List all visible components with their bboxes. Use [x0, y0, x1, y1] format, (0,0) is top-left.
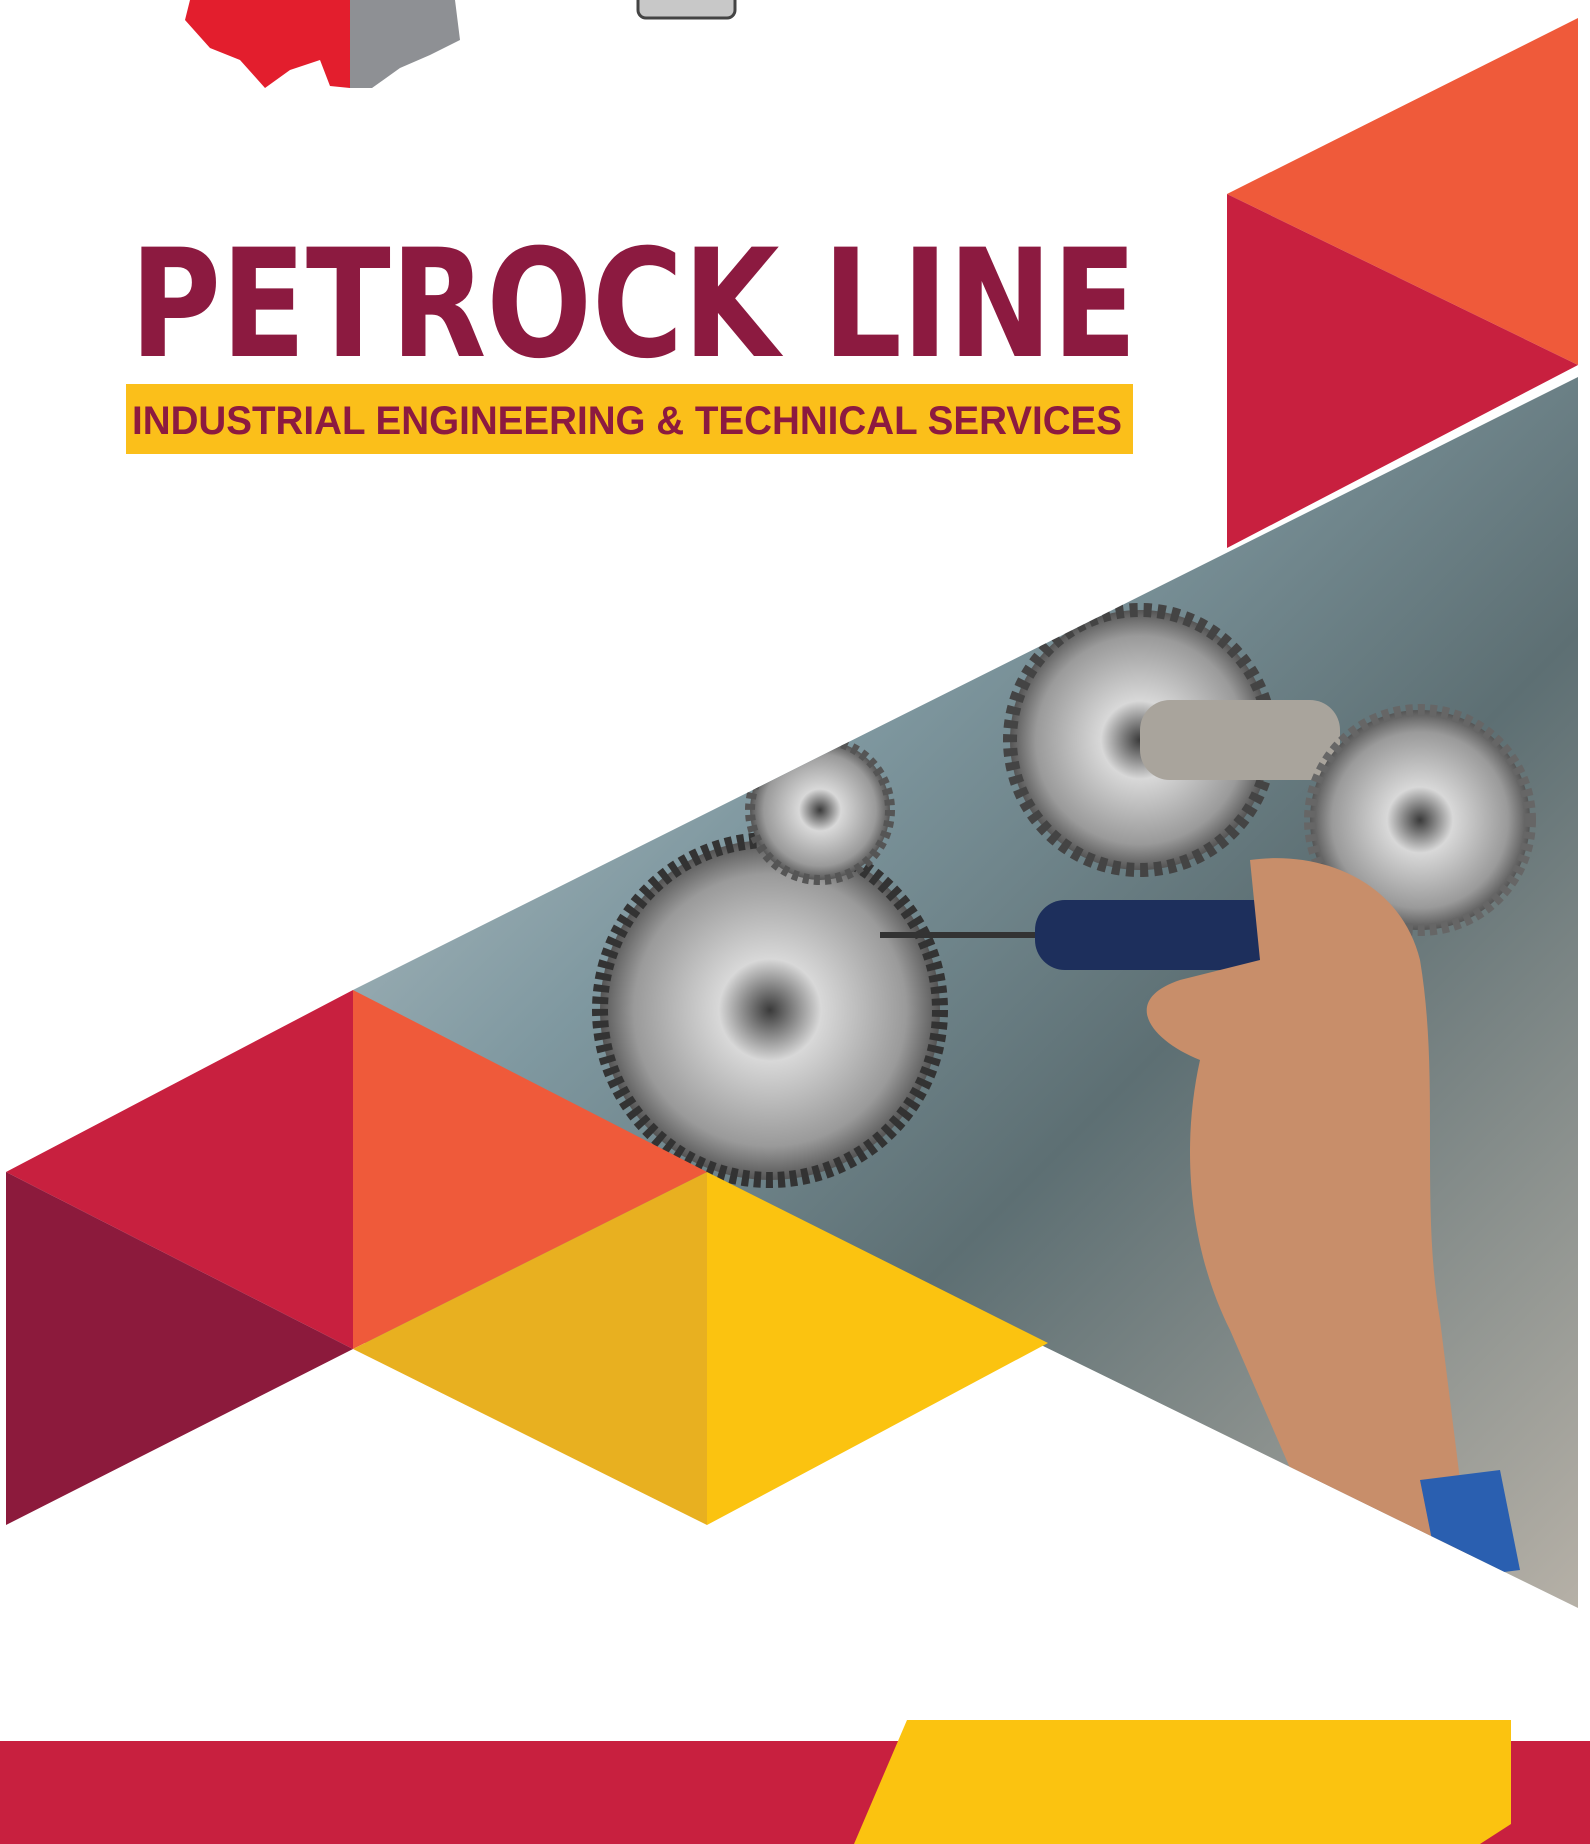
logo	[185, 0, 735, 88]
gear	[750, 740, 890, 880]
logo-gear-gray	[350, 0, 460, 88]
logo-gear-red	[185, 0, 350, 88]
title: PETROCK LINE	[130, 218, 1137, 392]
footer-accent	[854, 1720, 1511, 1844]
gear	[600, 840, 940, 1180]
page: PETROCK LINE INDUSTRIAL ENGINEERING & TE…	[0, 0, 1590, 1844]
tagline: INDUSTRIAL ENGINEERING & TECHNICAL SERVI…	[132, 399, 1122, 443]
logo-badge	[638, 0, 735, 18]
cover: PETROCK LINE INDUSTRIAL ENGINEERING & TE…	[0, 0, 1590, 1844]
shaft	[1140, 700, 1340, 780]
